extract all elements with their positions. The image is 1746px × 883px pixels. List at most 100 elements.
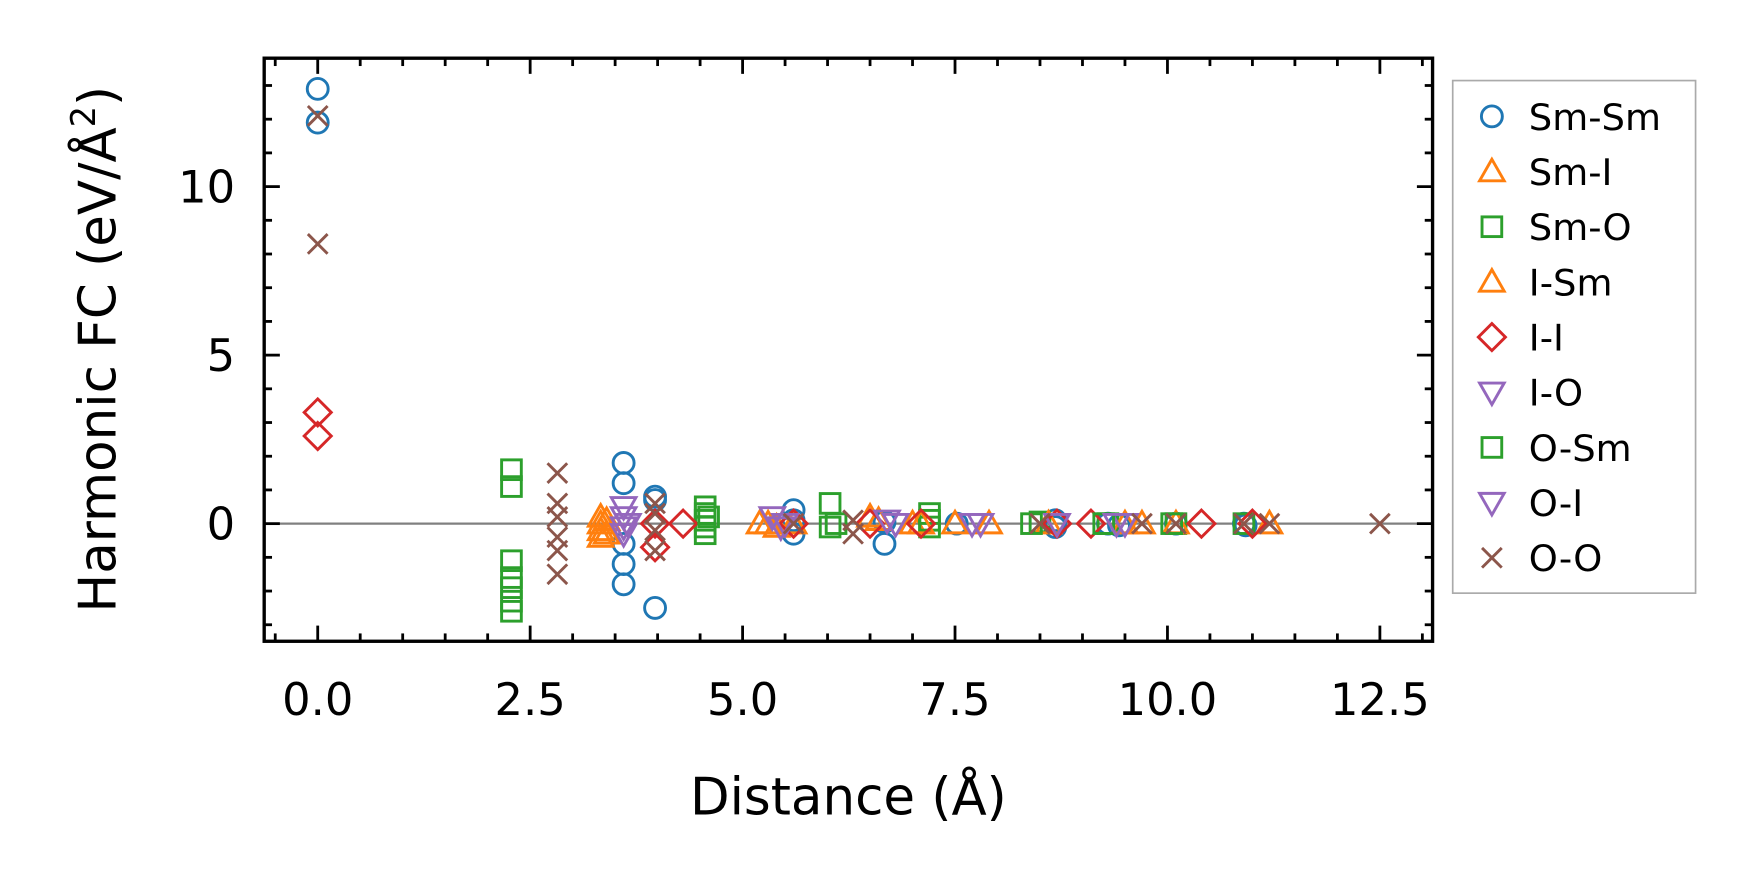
data-point [1369,512,1391,535]
data-point [667,508,699,540]
data-point [644,519,666,542]
data-point [1236,508,1269,540]
legend-item-i-i: I-I [1476,317,1564,360]
data-point [693,522,717,546]
legend-label: I-O [1529,372,1583,415]
data-point [608,516,639,543]
data-point [500,599,523,623]
legend-item-i-o: I-O [1477,372,1583,415]
data-point [500,576,523,599]
data-point [546,563,569,586]
data-point [611,572,636,597]
data-point [1160,512,1184,535]
legend-marker [1480,215,1504,239]
legend-marker [1477,156,1507,183]
data-point [1075,508,1107,540]
x-tick-label: 10.0 [1118,673,1218,726]
data-point [306,104,329,127]
data-point [306,233,329,255]
data-point [824,512,848,535]
legend-item-o-o: O-O [1481,537,1603,580]
y-axis-label-end: ) [68,86,128,106]
series-o-o [306,104,1391,586]
data-point [818,515,842,539]
data-point [782,512,805,535]
legend-label: O-Sm [1529,427,1632,470]
legend-marker [1481,546,1503,569]
legend-label: O-O [1529,537,1603,580]
x-tick-label: 12.5 [1330,673,1430,726]
series-i-o [608,496,1140,549]
plot-frame [262,56,1435,643]
data-point [644,502,666,525]
legend-marker [1477,266,1507,293]
data-point [940,508,970,535]
data-point [1110,508,1140,535]
data-point [905,508,937,540]
data-point [500,549,523,573]
data-point [1233,512,1255,535]
x-tick-label: 2.5 [495,673,566,726]
data-point [611,471,636,496]
data-point [1232,512,1256,535]
data-point [546,462,569,484]
data-point [1101,512,1132,539]
legend-item-o-i: O-I [1477,482,1583,525]
y-tick-label: 5 [207,329,235,382]
legend-item-i-sm: I-Sm [1477,261,1613,304]
legend: Sm-Sm Sm-I Sm-O I-Sm I-I I-O O-Sm O-I O-O [1451,79,1697,594]
series-sm-o [500,458,1256,623]
data-point [842,522,864,545]
data-point [818,492,842,515]
data-point [1042,512,1072,539]
data-point [1258,512,1281,535]
x-tick-label: 5.0 [707,673,778,726]
data-point [872,531,897,556]
data-point [778,508,809,535]
data-point [585,521,616,548]
legend-marker [1479,104,1504,129]
x-tick-label: 7.5 [919,673,990,726]
data-point [906,508,936,535]
data-point [305,110,330,135]
data-point [1131,512,1153,535]
y-tick-label: 10 [178,160,235,213]
x-axis-label: Distance (Å) [690,766,1007,828]
legend-item-sm-sm: Sm-Sm [1479,96,1661,139]
y-tick-label: 0 [207,497,235,550]
data-point [302,396,334,429]
legend-item-o-sm: O-Sm [1480,427,1632,470]
data-point [500,458,523,482]
data-point [302,420,334,452]
legend-label: Sm-Sm [1529,96,1661,139]
y-axis-label-sup: 2 [64,106,103,127]
data-point [697,505,720,529]
legend-label: O-I [1529,482,1583,525]
data-point [611,552,636,577]
data-point [880,512,911,539]
data-point [1029,512,1051,535]
data-points [264,76,1433,623]
data-point [305,76,330,101]
data-point [639,508,671,540]
y-axis-label-main: Harmonic FC (eV/Å [66,127,128,612]
data-point [644,539,666,562]
data-point [500,475,523,498]
data-point [644,492,666,515]
data-point [546,539,569,562]
legend-label: Sm-I [1529,151,1613,194]
y-axis-label: Harmonic FC (eV/Å2) [64,86,128,613]
legend-box [1451,79,1697,594]
legend-label: I-Sm [1529,261,1613,304]
data-point [1185,508,1218,540]
data-point [1127,508,1157,535]
data-point [872,509,902,536]
data-point [613,512,643,539]
legend-marker [1476,321,1508,353]
x-tick-label: 0.0 [282,673,353,726]
data-point [643,595,667,620]
axes: 0.0 2.5 5.0 7.5 10.0 12.5 0 5 10 [178,56,1435,726]
data-point [744,508,775,535]
legend-marker [1477,491,1507,518]
data-point [1165,512,1187,535]
